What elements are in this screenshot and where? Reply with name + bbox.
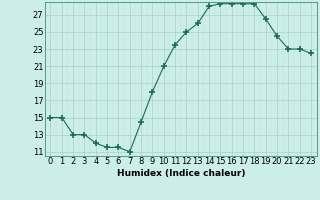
X-axis label: Humidex (Indice chaleur): Humidex (Indice chaleur) [116,169,245,178]
